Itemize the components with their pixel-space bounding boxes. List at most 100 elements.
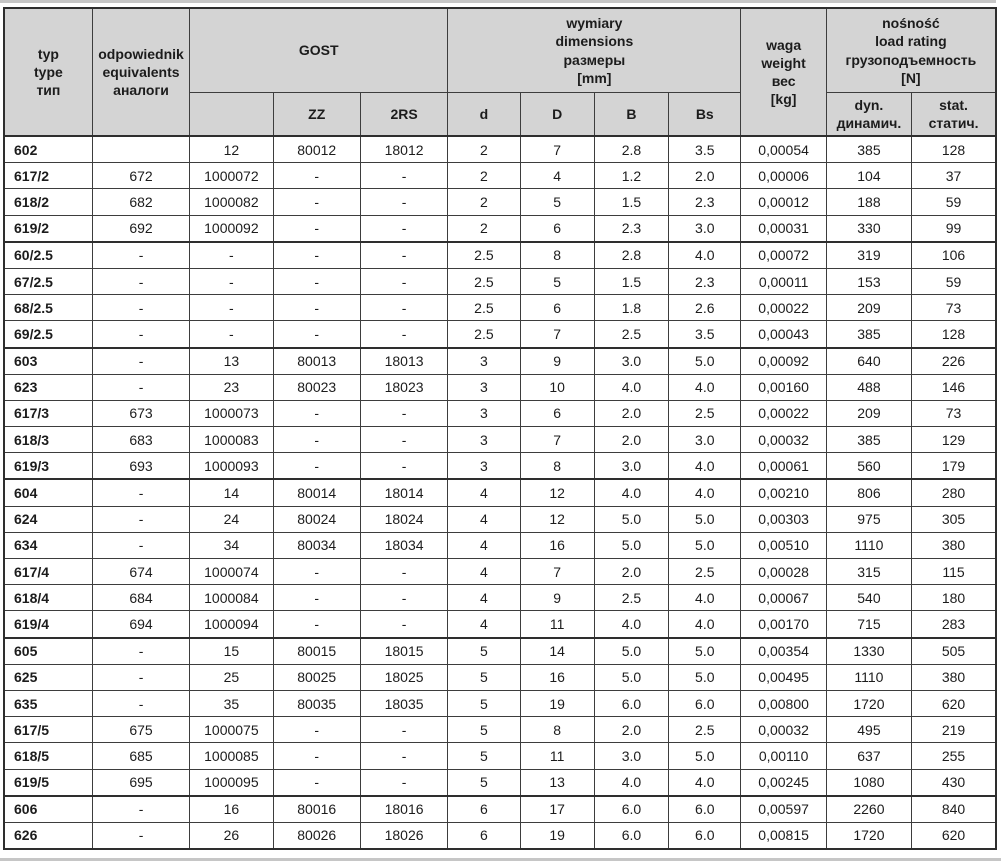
table-cell-type: 623 [3,373,93,401]
table-cell-gost_2rs: - [359,399,449,428]
table-row: 634-34 80034 18034 4 16 5.0 5.0 0,00510 1110 380 [3,531,997,560]
table-cell-type: 68/2.5 [3,294,93,322]
page-rule-bottom [0,858,1001,861]
table-cell-Bs: 2.3 [668,188,742,216]
table-cell-gost_2rs: - [359,557,449,586]
table-row: 623-23 80023 18023 3 10 4.0 4.0 0,00160 488 146 [3,373,997,401]
table-cell-D: 16 [519,531,595,560]
table-cell-Bs: 4.0 [668,373,742,401]
table-cell-equivalent: - [91,294,191,322]
table-header: typ type тип odpowiednik equivalents ана… [3,7,997,137]
table-cell-D: 8 [519,240,595,269]
table-cell-gost_zz: - [272,162,361,190]
table-cell-type: 618/3 [3,426,93,454]
table-cell-Bs: 5.0 [668,742,742,770]
table-cell-gost_2rs: 18024 [359,505,449,533]
table-cell-dyn_N: 209 [825,399,913,428]
table-cell-B: 2.8 [593,135,670,164]
table-row: 625-25 80025 18025 5 16 5.0 5.0 0,00495 1110 380 [3,663,997,691]
table-cell-dyn_N: 104 [825,162,913,190]
table-cell-gost_2rs: - [359,716,449,744]
table-cell-D: 6 [519,294,595,322]
table-cell-d: 4 [447,610,521,639]
table-cell-Bs: 2.3 [668,267,742,296]
table-cell-gost_2rs: - [359,240,449,269]
table-cell-equivalent: 684 [91,584,191,612]
table-cell-D: 6 [519,214,595,243]
table-cell-type: 69/2.5 [3,320,93,348]
table-cell-dyn_N: 330 [825,214,913,243]
table-row: 603-13 80013 18013 3 9 3.0 5.0 0,00092 640 226 [3,346,997,375]
table-cell-D: 8 [519,716,595,744]
table-cell-gost_2rs: - [359,768,449,797]
table-cell-dyn_N: 209 [825,294,913,322]
table-cell-type: 67/2.5 [3,267,93,296]
table-cell-stat_N: 430 [911,768,997,797]
table-cell-dyn_N: 1080 [825,768,913,797]
table-cell-type: 625 [3,663,93,691]
table-cell-B: 2.3 [593,214,670,243]
table-row: 617/2 672 1000072- -2 4 1.2 2.0 0,00006 104 37 [3,162,997,190]
table-cell-stat_N: 115 [911,557,997,586]
table-cell-dyn_N: 188 [825,188,913,216]
table-cell-gost_2rs: 18014 [359,478,449,507]
table-cell-Bs: 6.0 [668,794,742,823]
table-cell-gost: 14 [189,478,274,507]
table-cell-weight_kg: 0,00022 [740,399,827,428]
table-cell-d: 5 [447,768,521,797]
table-cell-equivalent: - [91,240,191,269]
table-cell-Bs: 2.0 [668,162,742,190]
table-cell-d: 4 [447,505,521,533]
table-cell-d: 5 [447,636,521,665]
table-cell-gost_zz: - [272,610,361,639]
table-cell-type: 60/2.5 [3,240,93,269]
table-cell-equivalent: - [91,689,191,718]
table-cell-dyn_N: 1110 [825,663,913,691]
table-row: 606-16 80016 18016 6 17 6.0 6.0 0,00597 2260 840 [3,794,997,823]
table-cell-gost_2rs: 18034 [359,531,449,560]
header-load-rating: nośność load rating грузоподъемность [N] [825,7,997,93]
table-cell-d: 5 [447,663,521,691]
table-cell-gost_2rs: - [359,162,449,190]
table-row: 69/2.5- - - -2.5 7 2.5 3.5 0,00043 385 128 [3,320,997,348]
table-cell-equivalent: 692 [91,214,191,243]
table-cell-gost_2rs: - [359,188,449,216]
header-row-2: ZZ 2RS d D B Bs dyn. динамич. stat. стат… [4,92,997,137]
table-cell-dyn_N: 1330 [825,636,913,665]
table-cell-equivalent: 685 [91,742,191,770]
table-cell-Bs: 4.0 [668,452,742,480]
table-cell-gost_2rs: 18025 [359,663,449,691]
table-cell-gost_zz: 80013 [272,346,361,375]
table-cell-stat_N: 106 [911,240,997,269]
header-dim-D: D [519,92,595,137]
table-cell-D: 9 [519,584,595,612]
table-cell-stat_N: 59 [911,267,997,296]
table-cell-gost_2rs: - [359,294,449,322]
table-cell-d: 5 [447,742,521,770]
table-cell-Bs: 2.5 [668,716,742,744]
table-cell-gost_zz: 80016 [272,794,361,823]
table-cell-d: 5 [447,716,521,744]
table-row: 605-15 80015 18015 5 14 5.0 5.0 0,00354 1330 505 [3,636,997,665]
table-cell-gost: 1000075 [189,716,274,744]
table-cell-equivalent: 695 [91,768,191,797]
table-cell-D: 12 [519,478,595,507]
table-cell-dyn_N: 385 [825,320,913,348]
table-cell-D: 12 [519,505,595,533]
table-cell-gost: 12 [189,135,274,164]
table-body: 602 12 80012 18012 2 7 2.8 3.5 0,00054 385 128 617/… [3,135,997,850]
table-cell-stat_N: 73 [911,399,997,428]
table-cell-gost_2rs: - [359,426,449,454]
table-cell-stat_N: 840 [911,794,997,823]
table-cell-d: 2.5 [447,320,521,348]
table-cell-dyn_N: 1110 [825,531,913,560]
table-cell-d: 4 [447,557,521,586]
table-cell-gost: 1000074 [189,557,274,586]
table-cell-gost_zz: - [272,426,361,454]
table-cell-dyn_N: 637 [825,742,913,770]
table-row: 618/2 682 1000082- -2 5 1.5 2.3 0,00012 188 59 [3,188,997,216]
table-cell-equivalent: - [91,478,191,507]
table-row: 635-35 80035 18035 5 19 6.0 6.0 0,00800 1720 620 [3,689,997,718]
table-row: 618/4 684 1000084- -4 9 2.5 4.0 0,00067 540 180 [3,584,997,612]
